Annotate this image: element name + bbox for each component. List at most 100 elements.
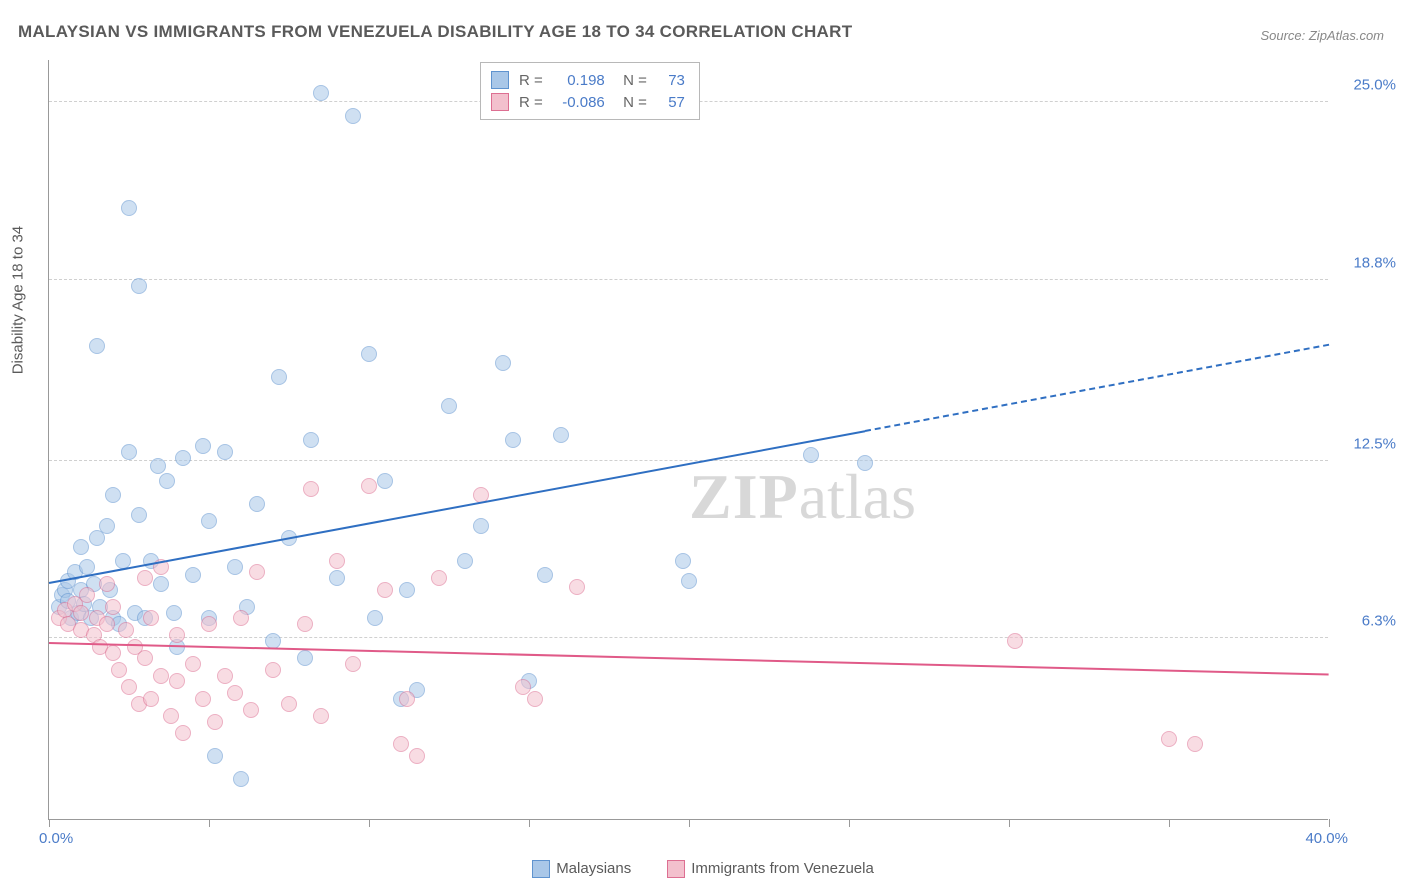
legend-swatch — [532, 860, 550, 878]
data-point — [143, 610, 159, 626]
data-point — [105, 487, 121, 503]
x-tick — [529, 819, 530, 827]
legend-swatch — [491, 71, 509, 89]
data-point — [505, 432, 521, 448]
data-point — [73, 539, 89, 555]
data-point — [249, 496, 265, 512]
regression-line — [49, 642, 1329, 676]
data-point — [169, 673, 185, 689]
data-point — [569, 579, 585, 595]
data-point — [345, 108, 361, 124]
r-label: R = — [519, 94, 543, 111]
data-point — [105, 599, 121, 615]
data-point — [150, 458, 166, 474]
x-tick — [1009, 819, 1010, 827]
data-point — [431, 570, 447, 586]
data-point — [553, 427, 569, 443]
data-point — [195, 438, 211, 454]
data-point — [175, 450, 191, 466]
data-point — [473, 518, 489, 534]
stats-row: R =-0.086 N =57 — [491, 91, 685, 113]
y-tick-label: 12.5% — [1336, 435, 1396, 452]
watermark: ZIPatlas — [689, 460, 916, 534]
data-point — [361, 346, 377, 362]
data-point — [399, 691, 415, 707]
n-label: N = — [615, 72, 647, 89]
data-point — [111, 662, 127, 678]
data-point — [195, 691, 211, 707]
data-point — [265, 662, 281, 678]
data-point — [681, 573, 697, 589]
data-point — [377, 582, 393, 598]
data-point — [297, 616, 313, 632]
data-point — [121, 200, 137, 216]
data-point — [537, 567, 553, 583]
data-point — [303, 481, 319, 497]
data-point — [441, 398, 457, 414]
y-tick-label: 6.3% — [1336, 613, 1396, 630]
regression-line — [865, 344, 1329, 432]
data-point — [185, 567, 201, 583]
data-point — [217, 444, 233, 460]
legend-label: Immigrants from Venezuela — [691, 860, 874, 877]
data-point — [73, 605, 89, 621]
data-point — [1187, 736, 1203, 752]
n-label: N = — [615, 94, 647, 111]
y-axis-label: Disability Age 18 to 34 — [10, 226, 27, 374]
data-point — [227, 559, 243, 575]
x-tick — [1329, 819, 1330, 827]
x-tick — [849, 819, 850, 827]
data-point — [99, 518, 115, 534]
data-point — [281, 696, 297, 712]
data-point — [201, 513, 217, 529]
r-label: R = — [519, 72, 543, 89]
data-point — [163, 708, 179, 724]
plot-area: ZIPatlas 6.3%12.5%18.8%25.0%0.0%40.0% — [48, 60, 1328, 820]
y-tick-label: 25.0% — [1336, 77, 1396, 94]
data-point — [131, 278, 147, 294]
source-label: Source: ZipAtlas.com — [1260, 28, 1384, 43]
r-value: 0.198 — [553, 72, 605, 89]
data-point — [329, 553, 345, 569]
n-value: 73 — [657, 72, 685, 89]
data-point — [169, 627, 185, 643]
x-tick — [1169, 819, 1170, 827]
data-point — [201, 616, 217, 632]
data-point — [303, 432, 319, 448]
x-axis-min-label: 0.0% — [39, 830, 73, 847]
bottom-legend: MalaysiansImmigrants from Venezuela — [0, 860, 1406, 878]
stats-row: R = 0.198 N = 73 — [491, 69, 685, 91]
data-point — [118, 622, 134, 638]
x-axis-max-label: 40.0% — [1305, 830, 1348, 847]
data-point — [399, 582, 415, 598]
data-point — [143, 691, 159, 707]
data-point — [99, 576, 115, 592]
watermark-atlas: atlas — [799, 461, 916, 532]
data-point — [527, 691, 543, 707]
data-point — [803, 447, 819, 463]
x-tick — [209, 819, 210, 827]
n-value: 57 — [657, 94, 685, 111]
data-point — [675, 553, 691, 569]
data-point — [367, 610, 383, 626]
data-point — [243, 702, 259, 718]
data-point — [329, 570, 345, 586]
data-point — [79, 559, 95, 575]
data-point — [185, 656, 201, 672]
data-point — [207, 748, 223, 764]
data-point — [121, 444, 137, 460]
data-point — [393, 736, 409, 752]
legend-item: Immigrants from Venezuela — [667, 860, 874, 877]
data-point — [153, 668, 169, 684]
data-point — [495, 355, 511, 371]
gridline — [49, 460, 1328, 461]
data-point — [79, 587, 95, 603]
data-point — [457, 553, 473, 569]
data-point — [297, 650, 313, 666]
gridline — [49, 637, 1328, 638]
legend-swatch — [667, 860, 685, 878]
data-point — [313, 85, 329, 101]
data-point — [249, 564, 265, 580]
data-point — [1007, 633, 1023, 649]
data-point — [313, 708, 329, 724]
